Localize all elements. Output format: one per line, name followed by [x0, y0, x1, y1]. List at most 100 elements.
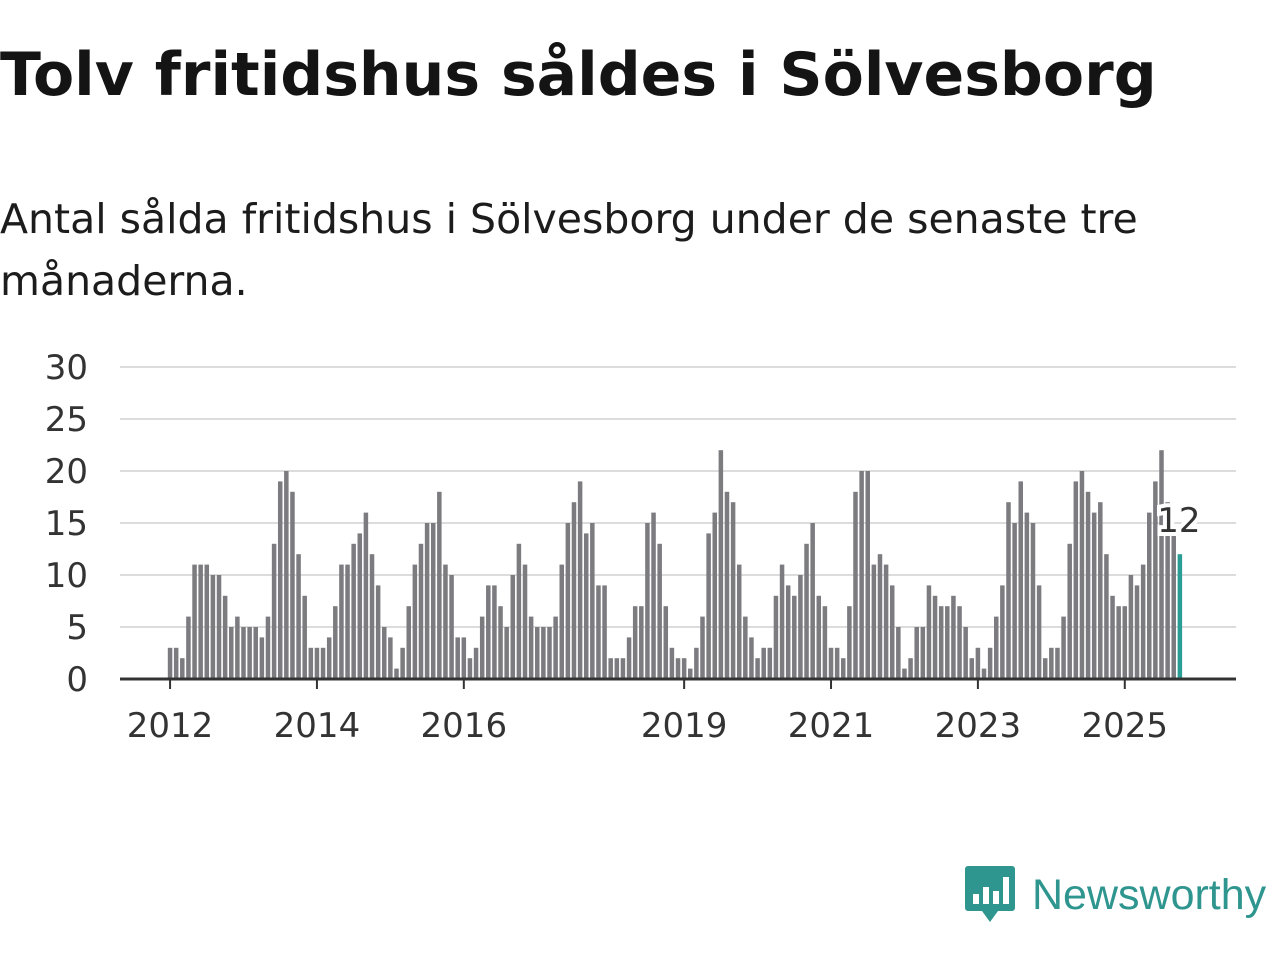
y-tick-label: 15	[45, 504, 88, 544]
bar	[339, 564, 344, 679]
bar	[235, 616, 240, 679]
bar	[375, 585, 381, 679]
bar	[951, 595, 956, 679]
bar	[229, 627, 234, 679]
bar	[1165, 502, 1170, 679]
x-tick-label: 2012	[127, 706, 214, 746]
bar	[639, 606, 644, 679]
bar	[326, 637, 332, 679]
bar	[259, 637, 265, 679]
bar	[889, 585, 895, 679]
bar	[853, 491, 858, 679]
bar	[277, 481, 283, 679]
bar	[645, 523, 650, 679]
bar	[675, 658, 681, 679]
bar	[1067, 543, 1072, 679]
bar	[1000, 585, 1005, 679]
bar	[516, 543, 522, 679]
bar	[1140, 564, 1146, 679]
bar	[792, 595, 797, 679]
bar	[210, 575, 216, 679]
y-tick-label: 20	[45, 452, 88, 492]
bar	[1006, 502, 1011, 679]
bar	[798, 575, 803, 679]
bar	[583, 533, 589, 679]
bar	[700, 616, 705, 679]
bar	[963, 627, 968, 679]
bar	[914, 627, 919, 679]
bar	[724, 491, 730, 679]
bar	[859, 471, 864, 679]
bar	[504, 627, 509, 679]
bar	[743, 616, 748, 679]
bar	[1128, 575, 1134, 679]
bar	[810, 523, 815, 679]
bar	[632, 606, 638, 679]
bar	[902, 668, 907, 679]
bar	[241, 627, 246, 679]
bar	[541, 627, 546, 679]
bar	[761, 647, 766, 679]
newsworthy-logo-icon	[965, 866, 1015, 922]
x-tick-label: 2019	[641, 706, 728, 746]
bar	[749, 637, 754, 679]
bar	[663, 606, 669, 679]
bar	[773, 595, 779, 679]
bar	[1153, 481, 1158, 679]
bar	[173, 647, 179, 679]
gridlines	[120, 366, 1236, 628]
bar	[883, 564, 889, 679]
bar	[1036, 585, 1042, 679]
bar	[437, 491, 442, 679]
bar	[430, 523, 436, 679]
bar	[706, 533, 711, 679]
bar	[871, 564, 877, 679]
bar	[369, 554, 375, 679]
x-tick-label: 2014	[274, 706, 361, 746]
bar	[938, 606, 944, 679]
bar	[816, 595, 822, 679]
bar	[620, 658, 626, 679]
bar	[535, 627, 540, 679]
bar	[357, 533, 363, 679]
bar	[1122, 606, 1128, 679]
bar	[565, 523, 571, 679]
bar	[804, 543, 809, 679]
bar	[1049, 647, 1054, 679]
bar	[290, 491, 295, 679]
bar	[969, 658, 975, 679]
bar	[957, 606, 962, 679]
bar	[547, 627, 552, 679]
bar	[920, 627, 926, 679]
y-axis-labels: 0 5 10 15 20 25 30	[45, 348, 88, 700]
bar	[479, 616, 485, 679]
bar	[718, 450, 724, 679]
bar	[1024, 512, 1030, 679]
bar	[1061, 616, 1066, 679]
bar	[443, 564, 448, 679]
bar	[1110, 595, 1115, 679]
y-tick-label: 5	[66, 608, 88, 648]
bar	[651, 512, 656, 679]
bar	[926, 585, 932, 679]
bar	[571, 502, 577, 679]
bar	[559, 564, 564, 679]
bar	[192, 564, 197, 679]
bar	[198, 564, 203, 679]
bar	[1134, 585, 1140, 679]
bar	[528, 616, 534, 679]
bar	[382, 627, 387, 679]
bar	[180, 658, 185, 679]
bar	[1159, 450, 1164, 679]
bar	[522, 564, 528, 679]
bar	[400, 647, 405, 679]
bar	[828, 647, 834, 679]
bar	[1030, 523, 1036, 679]
x-tick-label: 2016	[421, 706, 508, 746]
bar	[510, 575, 516, 679]
bar	[253, 627, 258, 679]
bar	[908, 658, 913, 679]
newsworthy-logo: Newsworthy	[964, 864, 1266, 926]
bar	[602, 585, 607, 679]
bars	[167, 450, 1183, 679]
